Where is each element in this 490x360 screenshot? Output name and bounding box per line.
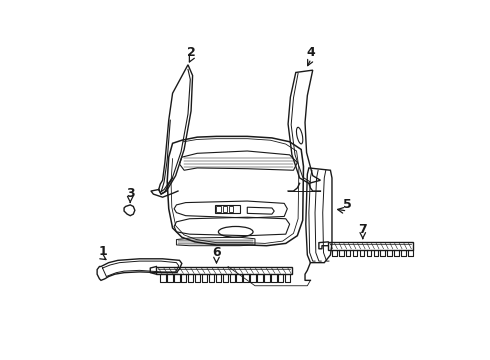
Bar	[156, 266, 292, 274]
Text: 4: 4	[307, 46, 316, 59]
Text: 1: 1	[98, 244, 107, 258]
Text: 6: 6	[212, 246, 221, 259]
Text: 2: 2	[187, 46, 196, 59]
Bar	[222, 206, 227, 212]
Text: 7: 7	[358, 223, 367, 236]
Text: 3: 3	[126, 187, 135, 200]
Bar	[328, 242, 413, 249]
Text: 5: 5	[343, 198, 352, 211]
Bar	[229, 206, 233, 212]
Bar	[217, 206, 221, 212]
